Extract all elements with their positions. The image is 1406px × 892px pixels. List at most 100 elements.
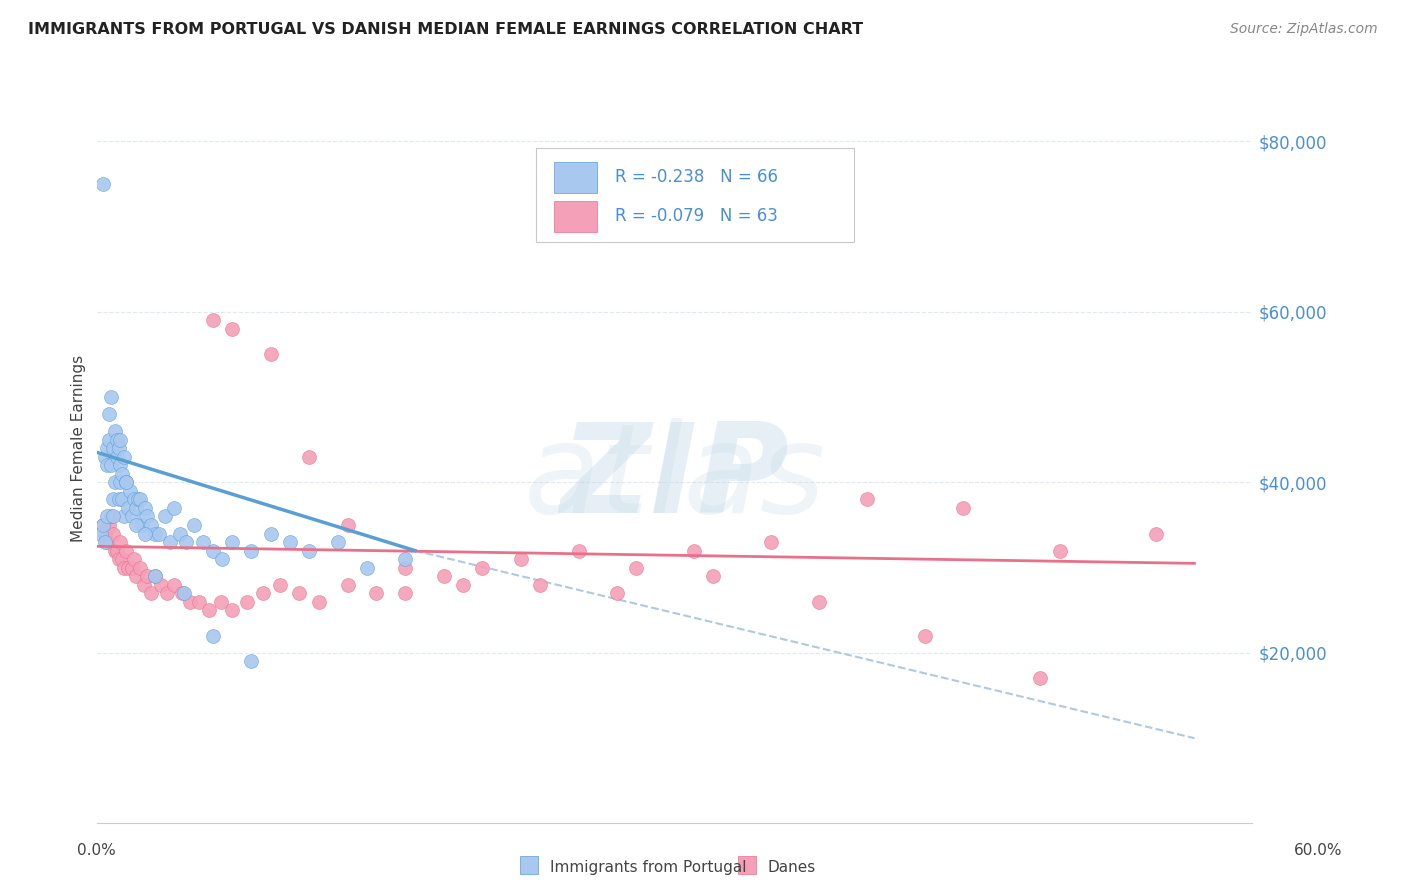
Point [1029,672,1052,686]
Point [179,595,201,609]
Text: Immigrants from Portugal: Immigrants from Portugal [550,860,747,874]
Point [567,543,589,558]
Point [136,509,159,524]
Point [529,577,551,591]
Point [240,655,263,669]
Point [122,552,145,566]
Text: ZIP: ZIP [561,417,789,539]
FancyBboxPatch shape [536,148,853,242]
Point [170,586,193,600]
Point [110,475,132,490]
Point [141,586,163,600]
Point [127,492,149,507]
Point [298,450,321,464]
Text: Danes: Danes [768,860,815,874]
Point [111,492,134,507]
Point [91,518,114,533]
Point [101,492,124,507]
Point [336,577,359,591]
Point [94,526,117,541]
FancyBboxPatch shape [554,201,598,232]
Point [153,509,176,524]
Point [198,603,221,617]
Point [221,535,243,549]
Point [952,500,974,515]
Point [336,518,359,533]
Point [132,577,155,591]
Point [128,560,150,574]
Point [259,347,281,361]
Point [188,595,211,609]
Point [221,322,243,336]
Point [91,177,114,191]
Point [128,492,150,507]
Point [101,442,124,455]
Point [110,535,132,549]
Point [121,560,143,574]
Point [134,526,156,541]
Point [683,543,706,558]
Point [143,569,166,583]
Point [117,500,139,515]
Point [117,560,139,574]
Point [471,560,494,574]
Point [394,552,416,566]
Point [1144,526,1167,541]
Point [110,458,132,473]
Point [308,595,330,609]
Point [107,442,129,455]
Point [174,535,197,549]
Point [111,467,134,481]
Point [107,492,129,507]
Point [149,577,172,591]
Point [433,569,456,583]
Point [183,518,205,533]
Point [252,586,274,600]
Point [326,535,349,549]
Point [96,442,118,455]
Text: Source: ZipAtlas.com: Source: ZipAtlas.com [1230,22,1378,37]
Point [90,526,112,541]
Point [394,560,416,574]
Point [606,586,628,600]
Point [112,450,135,464]
Point [97,433,120,447]
Point [148,526,170,541]
Point [201,543,224,558]
Point [107,552,129,566]
Point [94,535,117,549]
Point [156,586,179,600]
Point [169,526,191,541]
Point [100,458,122,473]
Point [115,543,138,558]
Point [509,552,531,566]
Point [100,390,122,404]
Point [96,458,118,473]
Text: atlas: atlas [523,417,825,539]
Point [211,552,233,566]
Point [91,518,114,533]
Point [131,518,153,533]
Point [115,475,138,490]
Point [110,433,132,447]
Point [141,518,163,533]
Point [201,629,224,643]
Point [121,509,143,524]
Point [125,518,148,533]
Text: R = -0.079   N = 63: R = -0.079 N = 63 [614,207,778,226]
Point [101,526,124,541]
Point [97,518,120,533]
Point [115,475,138,490]
Point [111,552,134,566]
Point [105,543,128,558]
Point [122,492,145,507]
Point [278,535,301,549]
Point [1049,543,1071,558]
Point [240,543,263,558]
Point [100,509,122,524]
Point [143,569,166,583]
Point [105,450,128,464]
FancyBboxPatch shape [554,161,598,193]
Point [101,509,124,524]
Point [96,535,118,549]
